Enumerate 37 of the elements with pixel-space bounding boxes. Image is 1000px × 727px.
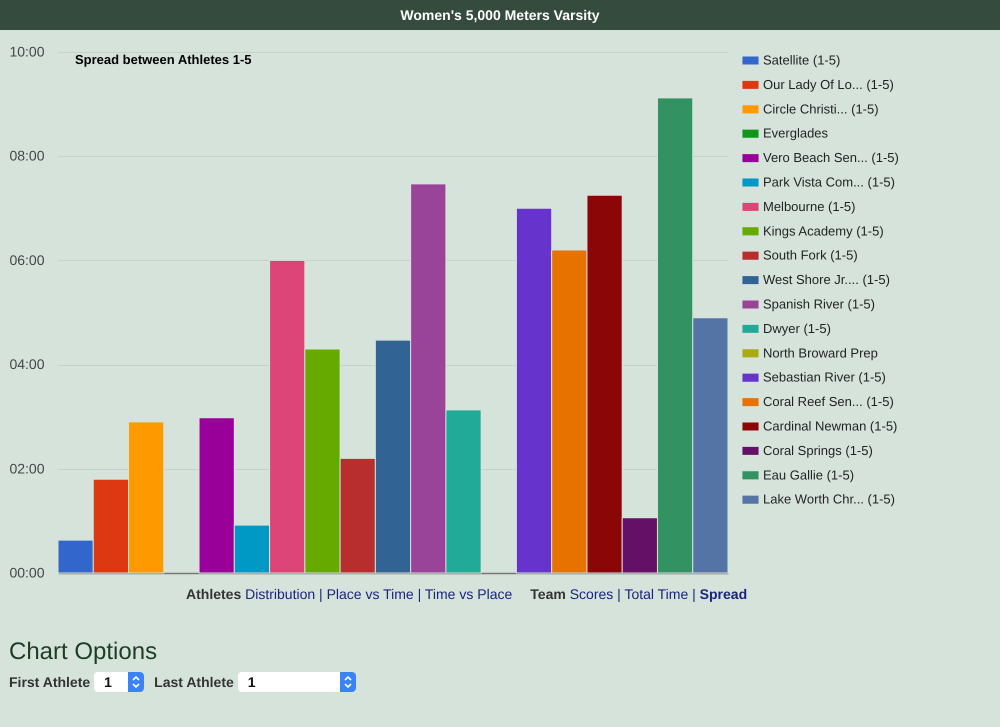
legend-label: West Shore Jr.... (1-5) (763, 272, 890, 288)
legend-label: Park Vista Com... (1-5) (763, 174, 895, 190)
legend-label: Lake Worth Chr... (1-5) (763, 492, 895, 507)
legend-label: Coral Springs (1-5) (763, 442, 873, 458)
legend-label: Everglades (763, 126, 829, 141)
text: 1 (248, 674, 256, 690)
legend-label: Kings Academy (1-5) (763, 223, 884, 238)
text: Team (530, 586, 566, 602)
text: Chart Options (9, 638, 158, 666)
y-tick-label: 04:00 (9, 356, 45, 372)
legend-label: Satellite (1-5) (763, 52, 840, 68)
legend-label: Melbourne (1-5) (763, 198, 856, 214)
legend-label: Sebastian River (1-5) (763, 370, 886, 385)
text: Last Athlete (154, 674, 234, 690)
text: Distribution | Place vs Time | Time vs Place (245, 586, 512, 602)
y-tick-label: 08:00 (9, 148, 45, 164)
text: 1 (104, 674, 112, 690)
legend-label: Spanish River (1-5) (763, 296, 875, 312)
chart-subtitle: Spread between Athletes 1-5 (75, 52, 252, 67)
legend-label: South Fork (1-5) (763, 248, 858, 263)
text: Spread (700, 586, 748, 602)
y-tick-label: 06:00 (9, 252, 45, 268)
text: First Athlete (9, 674, 90, 690)
legend-label: Circle Christi... (1-5) (763, 101, 879, 116)
text: Athletes (186, 586, 242, 602)
y-tick-label: 00:00 (9, 564, 45, 580)
legend-label: Our Lady Of Lo... (1-5) (763, 76, 894, 92)
text: Scores | Total Time | (570, 586, 696, 602)
legend-label: Vero Beach Sen... (1-5) (763, 150, 899, 166)
legend-label: North Broward Prep (763, 345, 878, 360)
legend-label: Cardinal Newman (1-5) (763, 418, 898, 434)
y-tick-label: 10:00 (9, 44, 45, 60)
legend-label: Eau Gallie (1-5) (763, 467, 854, 482)
chart-title: Women's 5,000 Meters Varsity (0, 0, 1000, 30)
legend-label: Coral Reef Sen... (1-5) (763, 394, 894, 410)
legend-label: Dwyer (1-5) (763, 320, 831, 336)
y-tick-label: 02:00 (9, 460, 45, 476)
